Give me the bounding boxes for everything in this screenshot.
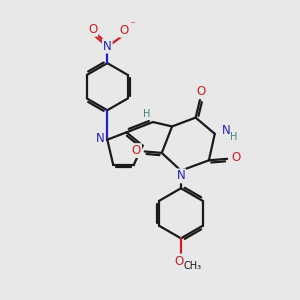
Text: N: N xyxy=(176,169,185,182)
Text: O: O xyxy=(88,23,97,36)
Text: CH₃: CH₃ xyxy=(183,261,201,271)
Text: H: H xyxy=(143,109,150,119)
Text: N: N xyxy=(96,132,104,145)
Text: O: O xyxy=(132,144,141,157)
Text: N: N xyxy=(103,40,112,52)
Text: O: O xyxy=(196,85,206,98)
Text: O: O xyxy=(120,24,129,37)
Text: N: N xyxy=(222,124,230,137)
Text: ⁻: ⁻ xyxy=(130,20,136,30)
Text: O: O xyxy=(175,254,184,268)
Text: H: H xyxy=(230,132,238,142)
Text: O: O xyxy=(231,152,241,164)
